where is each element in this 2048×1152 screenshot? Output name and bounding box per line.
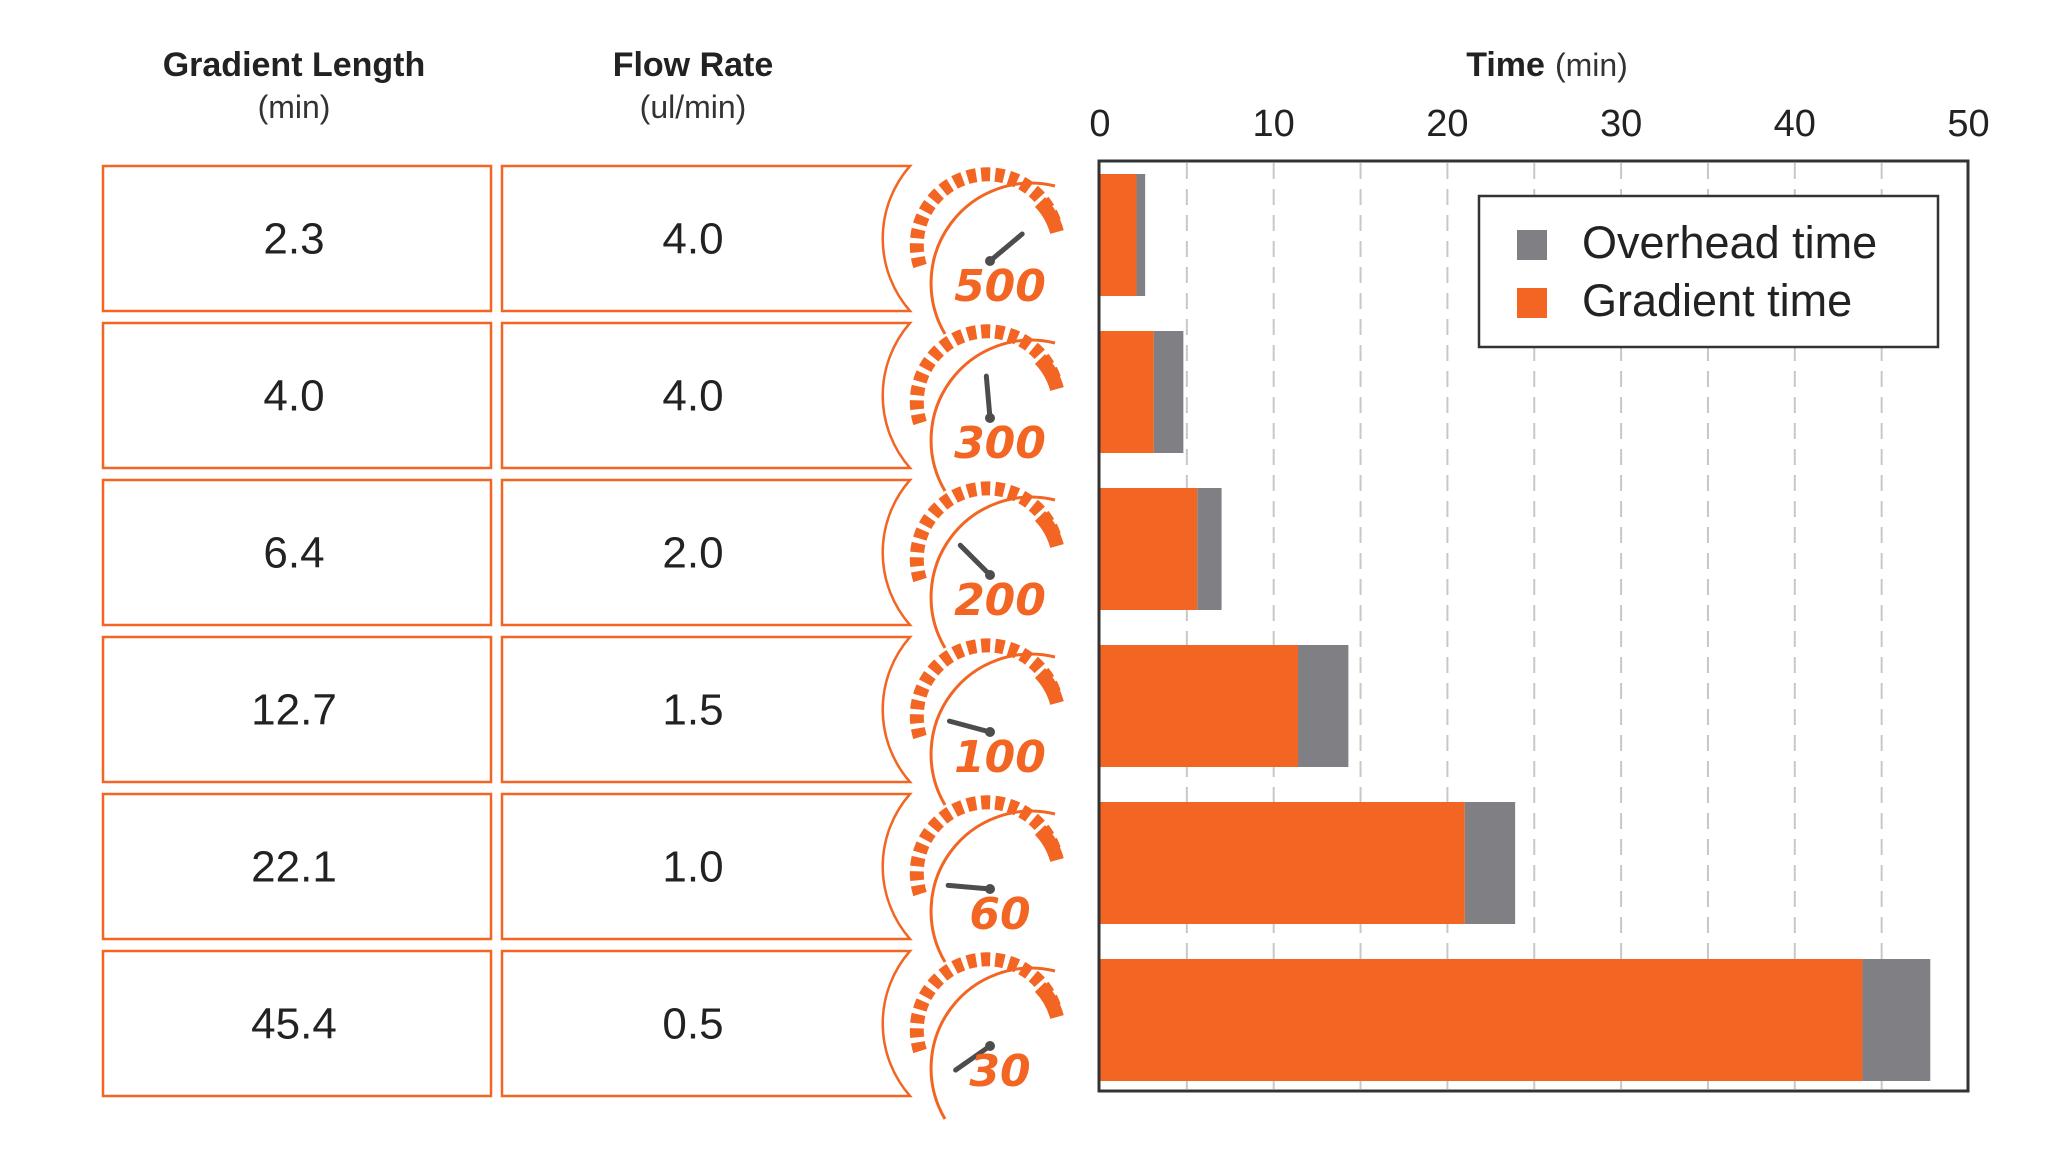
flow-rate-unit: (ul/min) bbox=[640, 89, 747, 125]
chart-plot-area: 0 10 20 30 40 50 bbox=[1089, 103, 1990, 1093]
speedometer-icon: 100 bbox=[909, 638, 1064, 806]
x-tick-label: 10 bbox=[1253, 103, 1295, 145]
bars bbox=[1100, 174, 1931, 1081]
flow-rate-header: Flow Rate bbox=[613, 46, 774, 84]
speedometer-icon: 300 bbox=[909, 324, 1064, 492]
time-axis-label: Time bbox=[1466, 46, 1545, 84]
legend: Overhead time Gradient time bbox=[1477, 194, 1940, 349]
time-axis-title: Time (min) bbox=[1466, 46, 1628, 84]
legend-swatch-gradient bbox=[1517, 288, 1547, 318]
bar-gradient-time bbox=[1100, 802, 1465, 924]
speed-label: 200 bbox=[954, 575, 1046, 626]
gradient-length-cell bbox=[101, 792, 493, 941]
bar-gradient-time bbox=[1100, 645, 1299, 767]
flow-rate-cell bbox=[500, 949, 913, 1098]
table-row: 6.4 2.0 200 bbox=[101, 478, 1064, 649]
gradient-length-value: 4.0 bbox=[263, 372, 324, 421]
x-tick-label: 40 bbox=[1774, 103, 1816, 145]
bar-overhead-time bbox=[1197, 488, 1222, 610]
gradient-length-header: Gradient Length bbox=[163, 46, 426, 84]
gradient-length-value: 6.4 bbox=[263, 529, 324, 578]
gradient-length-value: 12.7 bbox=[251, 686, 337, 735]
bar-overhead-time bbox=[1136, 174, 1146, 296]
time-axis-unit: (min) bbox=[1555, 47, 1628, 83]
speed-label: 60 bbox=[969, 889, 1030, 940]
x-tick-labels: 0 10 20 30 40 50 bbox=[1089, 103, 1989, 145]
speed-label: 100 bbox=[954, 732, 1046, 783]
flow-rate-cell bbox=[500, 321, 913, 470]
gradient-length-cell bbox=[101, 635, 493, 784]
speed-label: 500 bbox=[954, 261, 1046, 312]
flow-rate-cell bbox=[500, 792, 913, 941]
bar-gradient-time bbox=[1100, 488, 1198, 610]
flow-rate-value: 4.0 bbox=[662, 215, 723, 264]
gradient-length-value: 22.1 bbox=[251, 843, 337, 892]
gauge-needle bbox=[987, 231, 1025, 264]
bar-overhead-time bbox=[1464, 802, 1516, 924]
gradient-length-cell bbox=[101, 164, 493, 313]
gauge-needle bbox=[945, 882, 993, 892]
speedometer-icon: 60 bbox=[909, 795, 1064, 963]
x-tick-label: 50 bbox=[1947, 103, 1989, 145]
flow-rate-value: 2.0 bbox=[662, 529, 723, 578]
flow-rate-value: 4.0 bbox=[662, 372, 723, 421]
bar-gradient-time bbox=[1100, 331, 1154, 453]
table-row: 45.4 0.5 30 bbox=[101, 949, 1064, 1120]
bar-gradient-time bbox=[1100, 174, 1137, 296]
bar-overhead-time bbox=[1298, 645, 1349, 767]
speed-label: 30 bbox=[969, 1046, 1030, 1097]
gradient-length-cell bbox=[101, 478, 493, 627]
speedometer-icon: 500 bbox=[909, 167, 1064, 335]
table-row: 22.1 1.0 60 bbox=[101, 792, 1064, 963]
gauge-needle bbox=[953, 1043, 993, 1073]
legend-box bbox=[1477, 194, 1940, 349]
speedometer-icon: 30 bbox=[909, 952, 1064, 1120]
flow-rate-value: 1.5 bbox=[662, 686, 723, 735]
table-row: 12.7 1.5 100 bbox=[101, 635, 1064, 806]
flow-rate-value: 1.0 bbox=[662, 843, 723, 892]
table-row: 2.3 4.0 500 bbox=[101, 164, 1064, 335]
legend-swatch-overhead bbox=[1517, 230, 1547, 260]
legend-label-overhead: Overhead time bbox=[1582, 217, 1877, 268]
gradient-length-value: 45.4 bbox=[251, 1000, 337, 1049]
bar-overhead-time bbox=[1153, 331, 1184, 453]
table-row: 4.0 4.0 300 bbox=[101, 321, 1064, 492]
legend-label-gradient: Gradient time bbox=[1582, 275, 1852, 326]
x-tick-label: 0 bbox=[1089, 103, 1110, 145]
gradient-length-cell bbox=[101, 949, 493, 1098]
gradient-length-unit: (min) bbox=[258, 89, 331, 125]
speed-label: 300 bbox=[954, 418, 1046, 469]
table-rows: 2.3 4.0 500 4.0 4.0 300 6.4 2.0 200 12.7 1.5 100 22.… bbox=[101, 164, 1064, 1120]
speedometer-icon: 200 bbox=[909, 481, 1064, 649]
gradient-length-value: 2.3 bbox=[263, 215, 324, 264]
gauge-needle bbox=[957, 542, 993, 578]
flow-rate-cell bbox=[500, 478, 913, 627]
x-tick-label: 20 bbox=[1426, 103, 1468, 145]
plot-frame bbox=[1097, 159, 1970, 1093]
x-tick-label: 30 bbox=[1600, 103, 1642, 145]
flow-rate-cell bbox=[500, 635, 913, 784]
bar-gradient-time bbox=[1100, 959, 1863, 1081]
gradient-length-cell bbox=[101, 321, 493, 470]
gauge-needle bbox=[946, 718, 993, 735]
bar-overhead-time bbox=[1862, 959, 1931, 1081]
flow-rate-cell bbox=[500, 164, 913, 313]
flow-rate-value: 0.5 bbox=[662, 1000, 723, 1049]
gauge-needle bbox=[983, 373, 993, 421]
